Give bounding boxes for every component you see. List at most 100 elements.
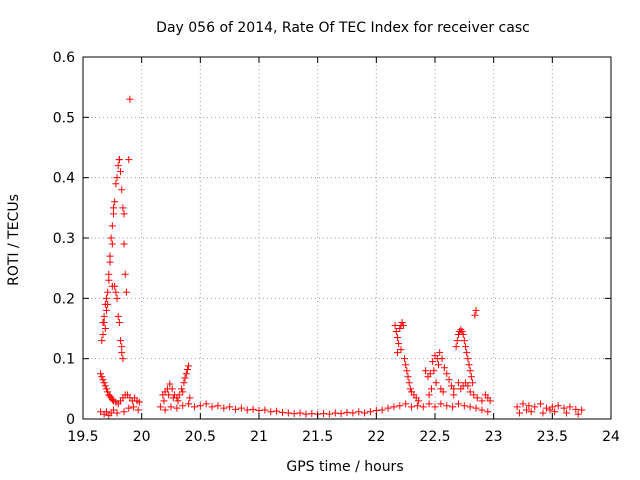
data-point [273, 407, 281, 415]
data-point [325, 410, 333, 418]
data-points [97, 95, 586, 419]
data-point [267, 408, 275, 416]
data-point [97, 370, 105, 378]
data-point [261, 406, 269, 414]
data-point [469, 379, 477, 387]
chart-title: Day 056 of 2014, Rate Of TEC Index for r… [156, 20, 530, 36]
data-point [462, 343, 470, 351]
series-baseline [97, 400, 586, 419]
data-point [397, 346, 405, 354]
data-point [395, 340, 403, 348]
x-axis-label: GPS time / hours [286, 459, 403, 475]
data-point [278, 408, 286, 416]
x-tick-label: 20.5 [185, 429, 216, 445]
data-point [525, 402, 533, 410]
data-point [284, 409, 292, 417]
data-point [308, 410, 316, 418]
data-point [415, 397, 423, 405]
data-point [169, 394, 177, 402]
axis-ticks [82, 56, 612, 420]
data-point [166, 380, 174, 388]
x-tick-label: 22.5 [419, 429, 450, 445]
data-point [100, 312, 108, 320]
data-point [108, 240, 116, 248]
y-tick-label: 0.2 [53, 291, 75, 307]
data-point [464, 355, 472, 363]
data-point [99, 331, 107, 339]
series-event-22.7h [450, 306, 494, 405]
data-point [515, 409, 523, 417]
data-point [320, 410, 328, 418]
data-point [337, 410, 345, 418]
data-point [135, 398, 143, 406]
data-point [402, 361, 410, 369]
data-point [110, 210, 118, 218]
data-point [404, 373, 412, 381]
data-point [422, 367, 430, 375]
data-point [396, 402, 404, 410]
data-point [113, 174, 121, 182]
data-point [472, 404, 480, 412]
data-point [460, 402, 468, 410]
y-tick-label: 0.4 [53, 171, 75, 187]
data-point [214, 402, 222, 410]
data-point [450, 385, 458, 393]
data-point [378, 406, 386, 414]
data-point [117, 168, 125, 176]
data-point [122, 288, 130, 296]
data-point [562, 409, 570, 417]
data-point [537, 400, 545, 408]
series-spike-19.8h [98, 95, 134, 363]
data-point [473, 394, 481, 402]
x-axis-tick-labels: 19.5 20 20.5 21 21.5 22 22.5 23 23.5 24 [67, 429, 620, 445]
data-point [208, 403, 216, 411]
data-point [101, 382, 109, 390]
data-point [413, 402, 421, 410]
data-point [167, 403, 175, 411]
x-tick-label: 21 [250, 429, 268, 445]
data-point [402, 400, 410, 408]
data-point [574, 410, 582, 418]
data-point [470, 391, 478, 399]
x-tick-label: 21.5 [302, 429, 333, 445]
data-point [220, 404, 228, 412]
data-point [196, 402, 204, 410]
y-tick-label: 0 [66, 412, 75, 428]
data-point [361, 409, 369, 417]
data-point [108, 222, 116, 230]
data-point [431, 403, 439, 411]
data-point [440, 364, 448, 372]
data-point [118, 349, 126, 357]
data-point [393, 334, 401, 342]
data-point [102, 294, 110, 302]
data-point [120, 210, 128, 218]
data-point [439, 388, 447, 396]
data-point [443, 402, 451, 410]
data-point [185, 400, 193, 408]
data-point [107, 409, 115, 417]
data-point [290, 410, 298, 418]
data-point [405, 379, 413, 387]
data-point [102, 306, 110, 314]
data-point [117, 337, 125, 345]
x-tick-label: 23 [485, 429, 503, 445]
data-point [104, 388, 112, 396]
data-point [435, 361, 443, 369]
data-point [466, 367, 474, 375]
data-point [114, 312, 122, 320]
data-point [396, 325, 404, 332]
data-point [113, 409, 121, 417]
data-point [121, 270, 129, 278]
data-point [160, 397, 168, 405]
data-point [527, 408, 535, 416]
data-point [400, 355, 408, 363]
data-point [392, 328, 400, 336]
x-tick-label: 19.5 [67, 429, 98, 445]
series-event-22.5h [422, 349, 458, 399]
data-point [572, 405, 580, 413]
data-point [106, 392, 114, 400]
data-point [471, 311, 479, 319]
data-point [105, 276, 113, 284]
data-point [391, 321, 399, 329]
data-point [519, 400, 527, 408]
